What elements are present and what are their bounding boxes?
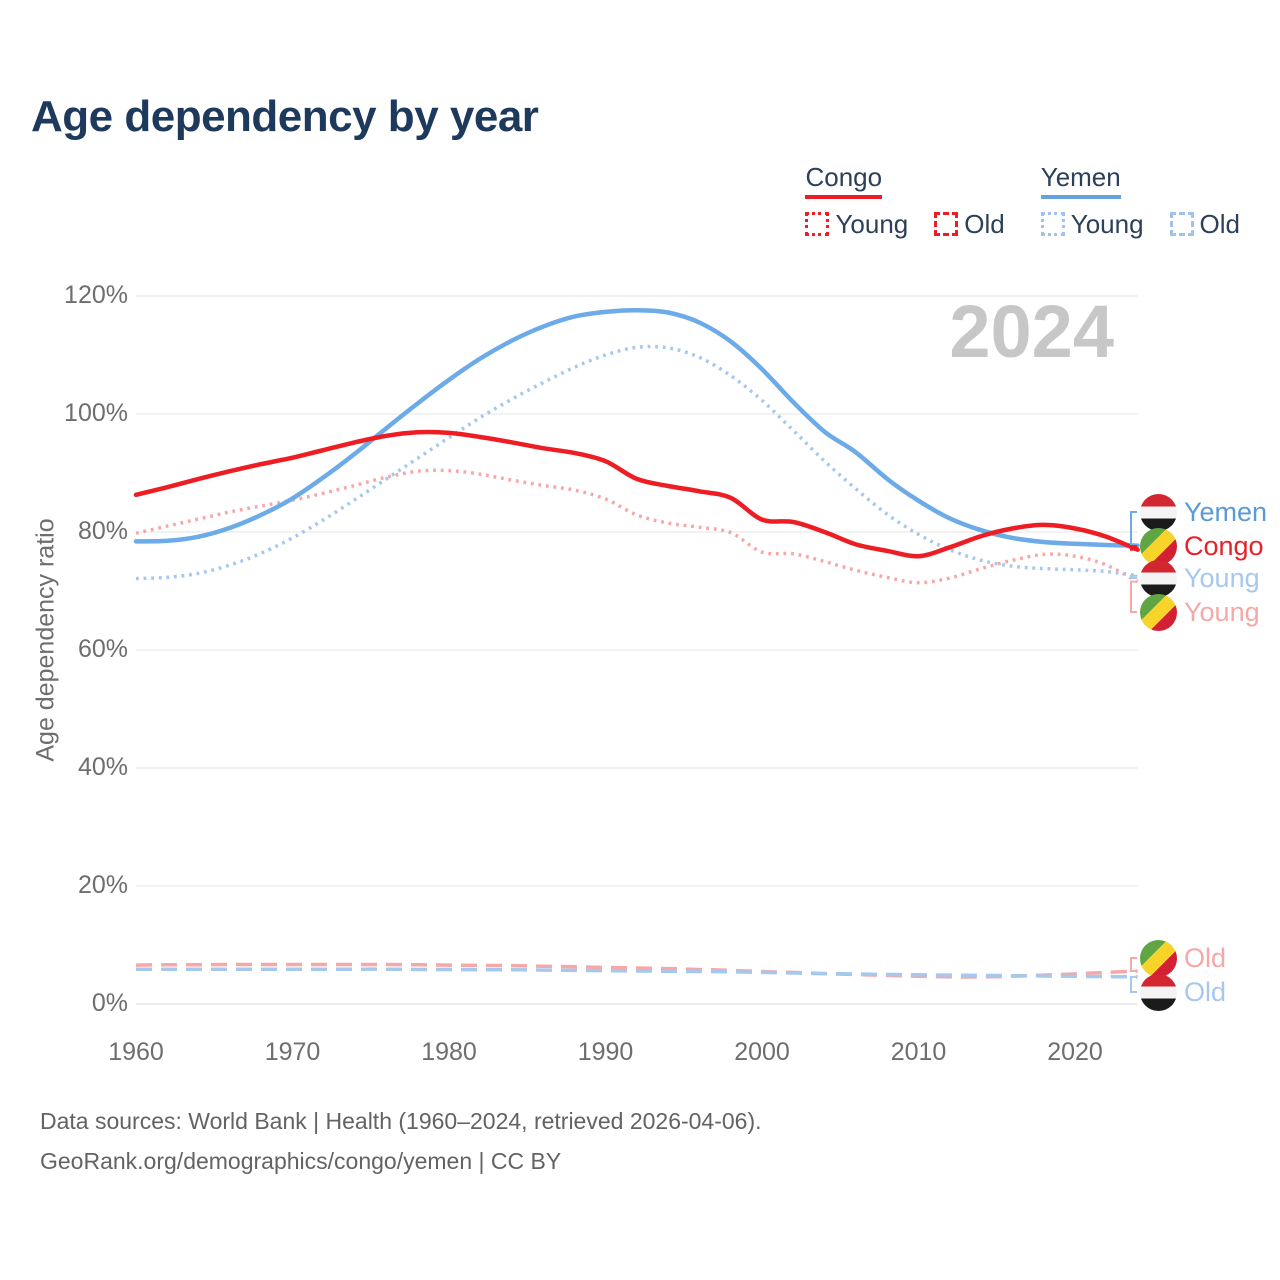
congo-old-swatch-icon — [934, 212, 959, 237]
edge-label-text: Yemen — [1184, 496, 1268, 527]
x-tick-label: 2020 — [1047, 1038, 1103, 1066]
page-title: Age dependency by year — [31, 92, 539, 141]
yemen-flag-icon — [1140, 493, 1177, 531]
x-tick-label: 1990 — [577, 1038, 634, 1066]
y-tick-label: 80% — [77, 517, 128, 545]
leader-line-congo_old — [1130, 957, 1138, 972]
legend: Congo Young Old Yemen Young — [805, 163, 1240, 240]
series-edge-label-congo_total[interactable]: Congo — [1140, 527, 1264, 565]
legend-item-label: Young — [835, 208, 909, 239]
y-tick-label: 40% — [77, 753, 128, 781]
series-line-congo_total[interactable] — [133, 429, 1140, 559]
y-tick-label: 100% — [64, 399, 128, 427]
congo-flag-icon — [1140, 593, 1177, 631]
leader-line-congo_total — [1130, 545, 1138, 551]
series-line-yemen_young[interactable] — [135, 344, 1138, 581]
legend-group-congo: Congo Young Old — [805, 163, 1005, 240]
attribution-note: GeoRank.org/demographics/congo/yemen | C… — [40, 1148, 562, 1174]
legend-item-yemen-young[interactable]: Young — [1040, 208, 1144, 240]
x-tick-label: 2010 — [890, 1038, 947, 1066]
legend-item-yemen-old[interactable]: Old — [1169, 208, 1240, 240]
x-tick-label: 1980 — [421, 1038, 477, 1066]
legend-item-congo-young[interactable]: Young — [805, 209, 908, 240]
yemen-flag-icon — [1140, 973, 1177, 1011]
y-tick-label: 120% — [64, 281, 128, 309]
yemen-old-swatch-icon — [1169, 212, 1194, 237]
legend-country-yemen[interactable]: Yemen — [1040, 163, 1121, 199]
legend-group-yemen: Yemen Young Old — [1040, 163, 1240, 240]
leader-line-yemen_old — [1130, 975, 1138, 993]
edge-label-text: Congo — [1184, 530, 1264, 561]
leader-line-yemen_young — [1130, 574, 1138, 579]
congo-flag-icon — [1140, 527, 1177, 565]
legend-country-congo[interactable]: Congo — [805, 163, 883, 199]
leader-line-congo_young — [1130, 580, 1138, 613]
x-tick-label: 1970 — [264, 1038, 321, 1066]
series-edge-label-congo_old[interactable]: Old — [1140, 939, 1227, 977]
edge-label-text: Young — [1184, 596, 1260, 627]
legend-item-congo-old[interactable]: Old — [934, 208, 1005, 240]
series-edge-label-yemen_total[interactable]: Yemen — [1140, 493, 1268, 531]
y-tick-label: 60% — [77, 635, 128, 663]
series-edge-label-yemen_young[interactable]: Young — [1140, 559, 1260, 597]
yemen-flag-icon — [1140, 559, 1177, 597]
series-line-congo_young[interactable] — [135, 468, 1139, 585]
legend-item-label: Old — [1199, 208, 1240, 239]
legend-item-label: Old — [964, 208, 1005, 239]
y-tick-label: 0% — [91, 989, 128, 1017]
edge-label-text: Old — [1184, 976, 1227, 1007]
series-edge-label-congo_young[interactable]: Young — [1140, 593, 1260, 631]
congo-young-swatch-icon — [805, 212, 830, 237]
data-source-note: Data sources: World Bank | Health (1960–… — [40, 1108, 762, 1134]
legend-item-label: Young — [1070, 208, 1144, 239]
edge-label-text: Young — [1184, 562, 1260, 593]
congo-flag-icon — [1140, 939, 1177, 977]
x-tick-label: 1960 — [108, 1038, 164, 1066]
series-line-yemen_total[interactable] — [133, 307, 1140, 548]
y-tick-label: 20% — [77, 871, 128, 899]
x-tick-label: 2000 — [734, 1038, 790, 1066]
series-line-yemen_old[interactable] — [135, 967, 1138, 979]
legend-items-congo: Young Old — [805, 208, 1005, 240]
edge-label-text: Old — [1184, 942, 1227, 973]
leader-line-yemen_total — [1130, 511, 1138, 547]
series-edge-label-yemen_old[interactable]: Old — [1140, 973, 1227, 1011]
watermark-year: 2024 — [949, 290, 1114, 373]
legend-items-yemen: Young Old — [1040, 208, 1240, 240]
yemen-young-swatch-icon — [1040, 212, 1065, 237]
